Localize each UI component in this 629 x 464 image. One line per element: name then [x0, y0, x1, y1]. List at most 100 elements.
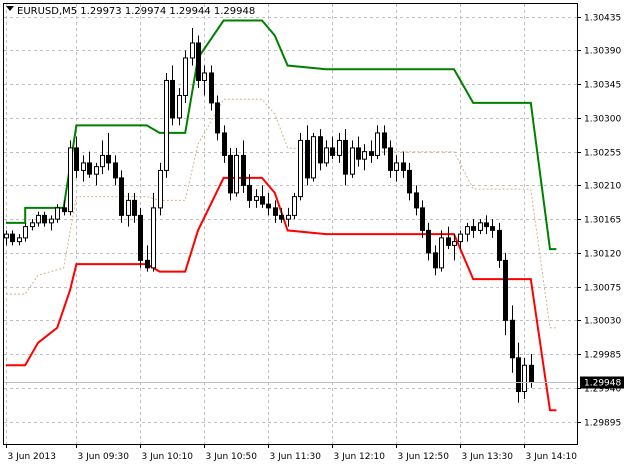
chart-header: EURUSD,M5 1.29973 1.29974 1.29944 1.2994…: [6, 6, 255, 17]
x-tick-label: 3 Jun 11:30: [270, 452, 322, 462]
candle: [164, 72, 169, 178]
y-tick-label: 1.30120: [584, 250, 621, 260]
y-tick-label: 1.30075: [584, 284, 621, 294]
candle-body: [30, 222, 35, 228]
x-tick-label: 3 Jun 12:50: [398, 452, 450, 462]
candle-body: [458, 233, 463, 243]
y-tick-label: 1.29940: [584, 385, 621, 395]
candle-body: [164, 79, 169, 171]
candle: [100, 140, 105, 175]
candle: [420, 200, 425, 238]
candle: [81, 155, 86, 182]
candle: [452, 234, 457, 261]
candle: [350, 140, 355, 178]
y-tick-label: 1.30435: [584, 14, 621, 24]
candle-body: [516, 357, 521, 393]
candle-body: [23, 226, 28, 239]
candle-body: [273, 207, 278, 216]
candle: [138, 207, 143, 268]
y-tick-label: 1.30390: [584, 47, 621, 57]
candle: [177, 87, 182, 126]
candle-body: [382, 132, 387, 149]
candle: [62, 200, 67, 216]
candle: [209, 65, 214, 111]
x-tick-label: 3 Jun 10:10: [142, 452, 194, 462]
candle-body: [401, 162, 406, 171]
candle: [426, 222, 431, 261]
candle: [74, 136, 79, 178]
x-tick-label: 3 Jun 2013: [8, 452, 56, 462]
candle: [292, 192, 297, 220]
x-tick-label: 3 Jun 10:50: [206, 452, 258, 462]
current-price-value: 1.29948: [584, 379, 621, 389]
price-axis[interactable]: 1.30435 1.30390 1.30345 1.30300 1.30255 1.302…: [577, 14, 621, 429]
candle: [4, 230, 9, 246]
candle-body: [234, 154, 239, 194]
candle-body: [324, 147, 329, 164]
candle-body: [158, 169, 163, 209]
candle-body: [106, 154, 111, 164]
candle-body: [388, 147, 393, 171]
candle-body: [55, 207, 60, 220]
candle-body: [170, 79, 175, 119]
candle-body: [471, 226, 476, 231]
candle-body: [510, 319, 515, 359]
candle: [382, 125, 387, 156]
time-axis[interactable]: 3 Jun 2013 3 Jun 09:30 3 Jun 10:10 3 Jun 10…: [6, 444, 578, 462]
candle: [254, 189, 259, 208]
candle-body: [132, 199, 137, 216]
candle: [158, 162, 163, 216]
candle: [190, 27, 195, 66]
candle: [273, 200, 278, 223]
candle-body: [196, 42, 201, 81]
candle: [414, 185, 419, 216]
candle: [330, 136, 335, 160]
candle: [318, 129, 323, 171]
candle: [375, 125, 380, 160]
candle-body: [452, 241, 457, 246]
candle: [266, 192, 271, 216]
candle-body: [10, 233, 15, 243]
y-tick-label: 1.30300: [584, 115, 621, 125]
candle: [286, 207, 291, 227]
candle-body: [49, 218, 54, 224]
candle: [279, 207, 284, 223]
current-price-badge: [580, 376, 624, 389]
candle-body: [522, 364, 527, 393]
candle: [388, 140, 393, 178]
candle-body: [81, 162, 86, 171]
collapse-triangle-icon[interactable]: [6, 6, 14, 11]
candle: [170, 65, 175, 126]
candle-body: [394, 162, 399, 171]
candle: [356, 136, 361, 167]
x-tick-label: 3 Jun 13:30: [462, 452, 514, 462]
candle: [30, 219, 35, 231]
candle-body: [414, 192, 419, 209]
y-tick-label: 1.30255: [584, 149, 621, 159]
candle-body: [94, 166, 99, 175]
candle-body: [298, 139, 303, 198]
candle: [401, 151, 406, 178]
candle-body: [247, 184, 252, 201]
candles: [4, 27, 534, 403]
candle-body: [529, 364, 534, 383]
candle: [10, 230, 15, 246]
candle: [196, 35, 201, 88]
candle: [49, 215, 54, 231]
candle: [215, 95, 220, 141]
candle: [465, 222, 470, 242]
candle-body: [145, 259, 150, 269]
candle-body: [228, 154, 233, 194]
candle: [305, 125, 310, 186]
candle-body: [183, 57, 188, 96]
candle-body: [478, 222, 483, 231]
candle: [183, 50, 188, 103]
y-tick-label: 1.30165: [584, 216, 621, 226]
candle-body: [87, 162, 92, 175]
candle-body: [503, 259, 508, 321]
channel-middle-line: [6, 98, 557, 329]
candle: [298, 132, 303, 201]
candle: [94, 162, 99, 186]
candle: [490, 219, 495, 238]
